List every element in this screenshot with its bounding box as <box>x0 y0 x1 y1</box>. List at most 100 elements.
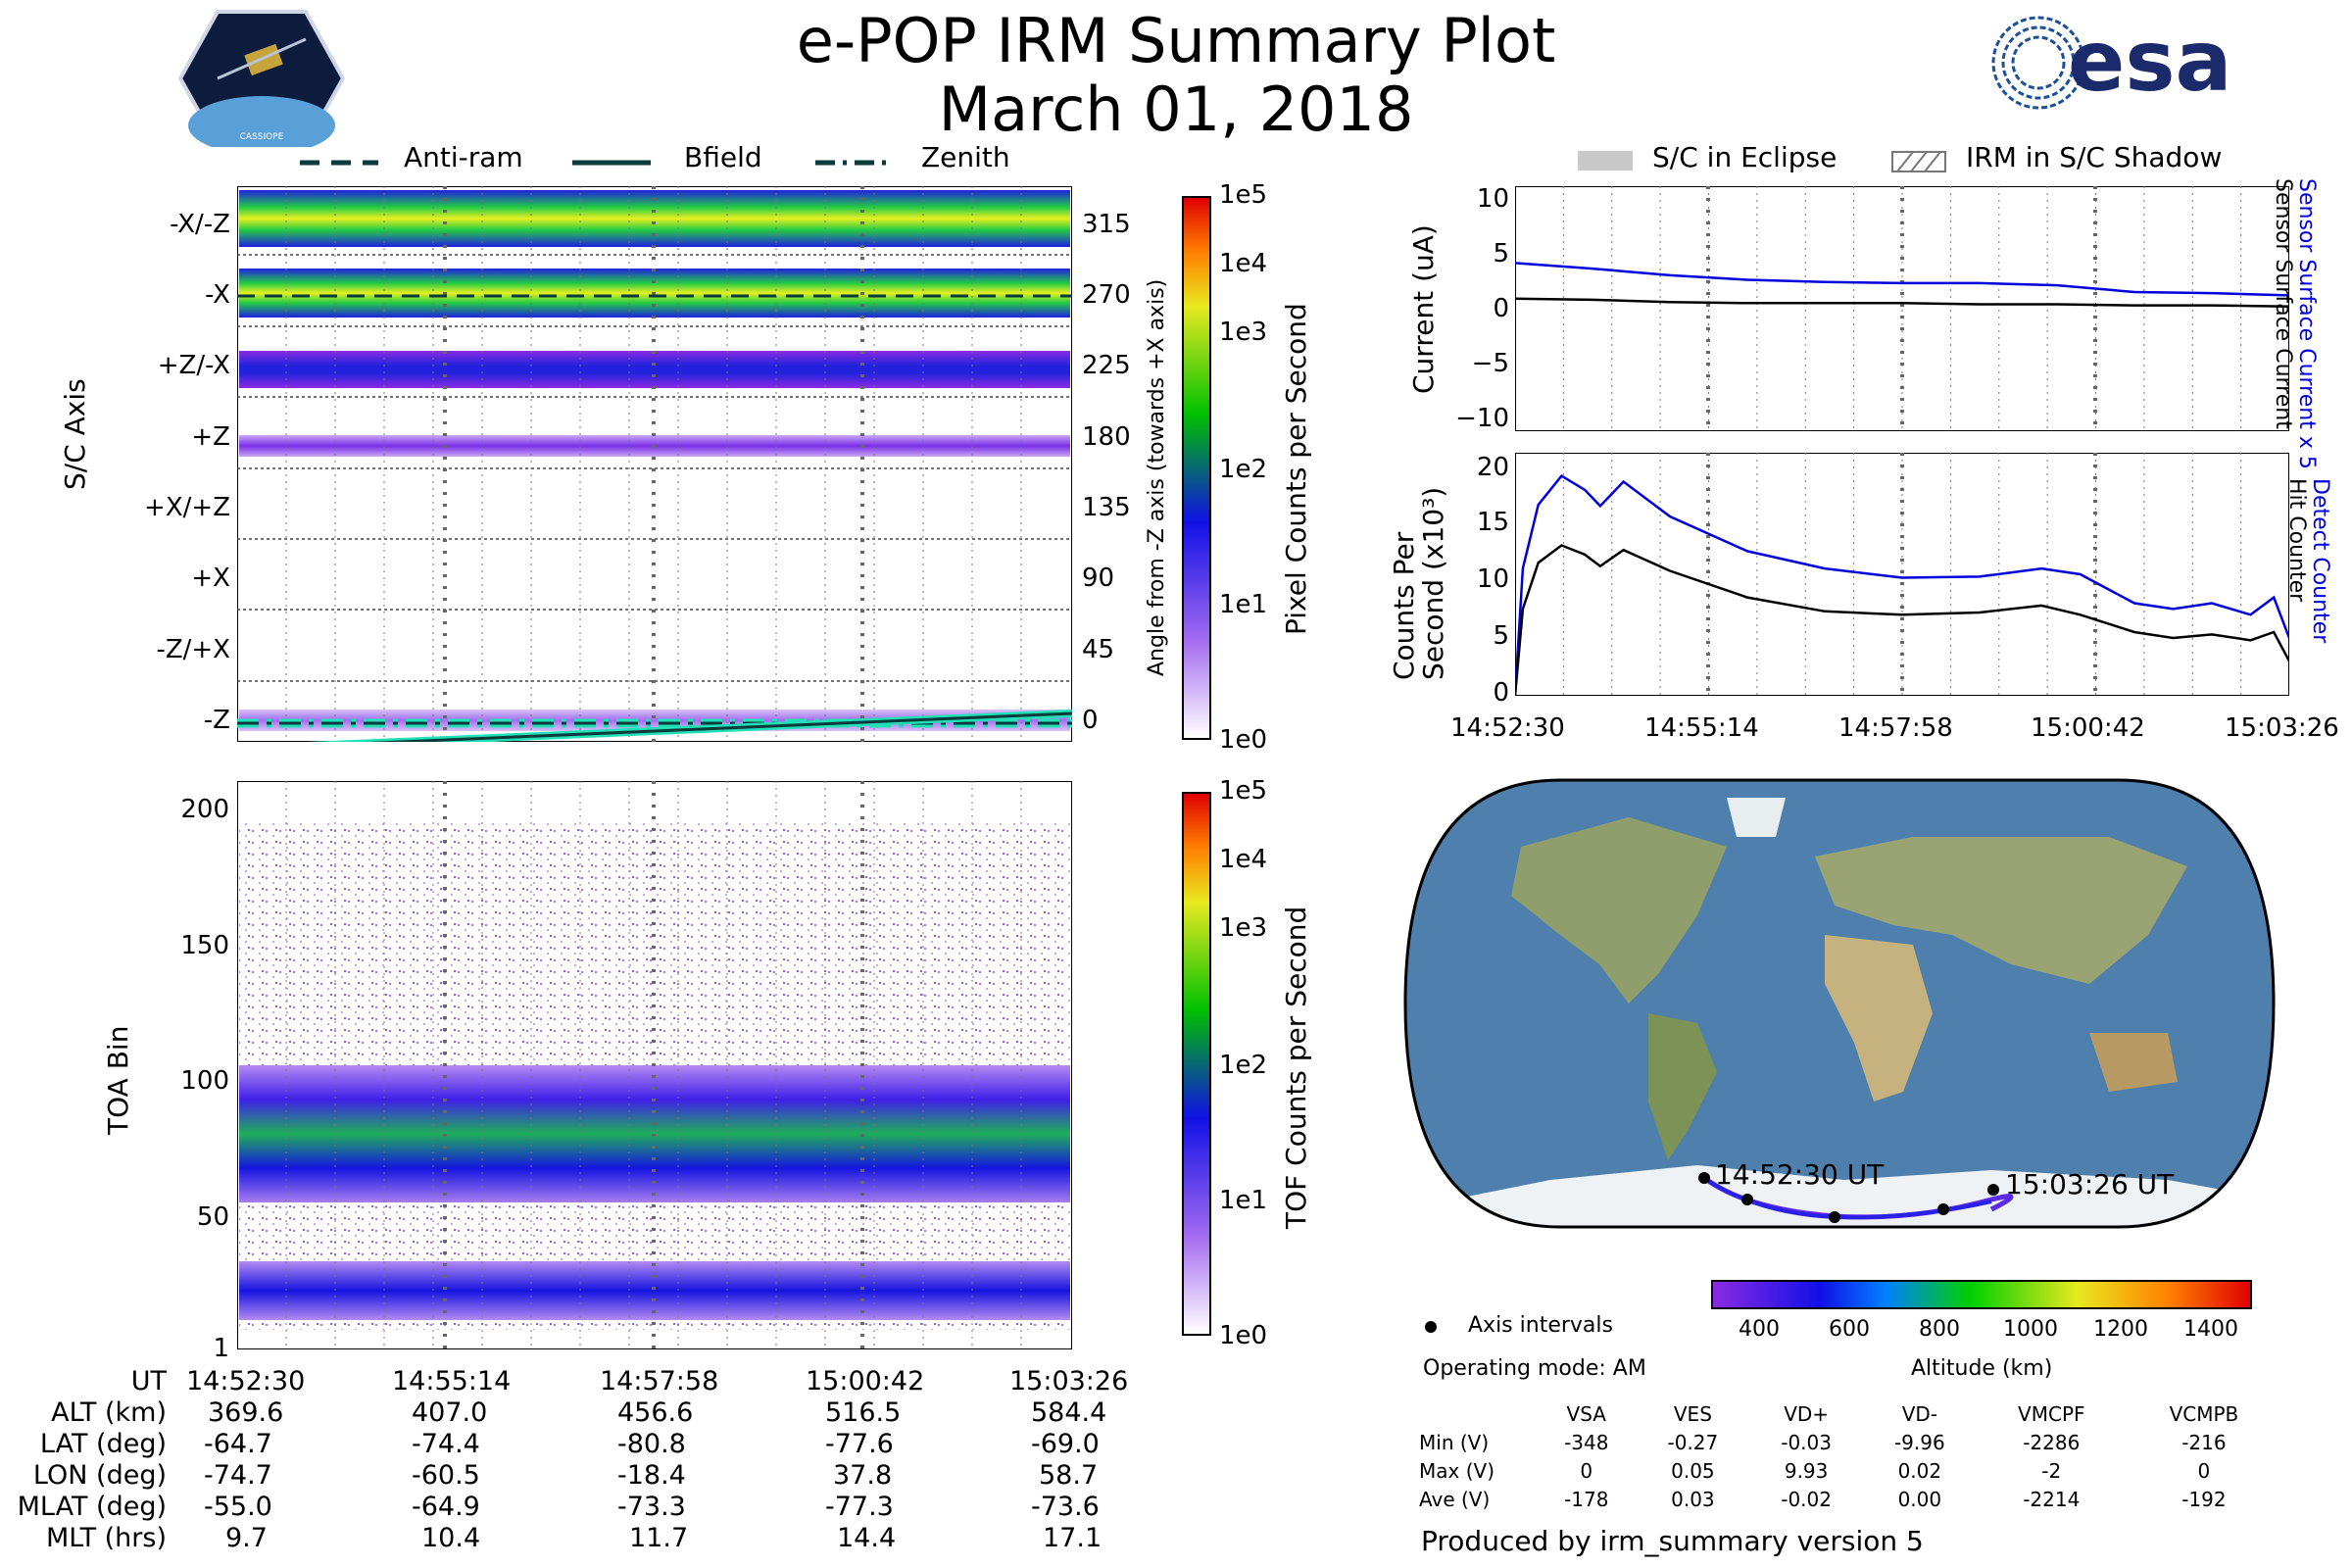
current-tick: −5 <box>1471 349 1509 378</box>
tof-colorbar-ticks: 1e5 1e4 1e3 1e2 1e1 1e0 <box>1219 776 1298 1350</box>
toa-tick-200: 200 <box>180 795 229 824</box>
counts-right-label-black: Hit Counter <box>2284 478 2309 603</box>
voltage-row: Ave (V) -178 0.03 -0.02 0.00 -2214 -192 <box>1419 1485 2281 1513</box>
ephemeris-row: UT 14:52:30 14:55:14 14:57:58 15:00:42 1… <box>0 1366 1156 1397</box>
ephemeris-value: 9.7 <box>225 1523 268 1553</box>
ephemeris-table: UT 14:52:30 14:55:14 14:57:58 15:00:42 1… <box>0 1366 1156 1562</box>
orbit-point <box>1741 1194 1753 1205</box>
current-y-ticks: 10 5 0 −5 −10 <box>1411 184 1509 441</box>
legend-eclipse: S/C in Eclipse <box>1652 141 1838 173</box>
legend-anti-ram: Anti-ram <box>404 141 523 173</box>
ephemeris-value: -80.8 <box>617 1429 686 1459</box>
voltage-cell: -0.27 <box>1667 1430 1719 1454</box>
altitude-tick: 800 <box>1919 1317 1960 1342</box>
altitude-colorbar <box>1711 1280 2252 1309</box>
altitude-label: Altitude (km) <box>1911 1356 2053 1381</box>
voltage-row-label: Ave (V) <box>1419 1487 1491 1511</box>
tick-pos-z-neg-x: +Z/-X <box>157 351 230 380</box>
counts-tick: 10 <box>1476 564 1509 594</box>
voltage-cell: -9.96 <box>1893 1430 1945 1454</box>
ephemeris-value: 10.4 <box>421 1523 481 1553</box>
altitude-ticks: 400 600 800 1000 1200 1400 <box>1711 1317 2260 1347</box>
current-right-label-black: Sensor Surface Current <box>2271 178 2295 429</box>
angle-ylabel: S/C Axis <box>59 378 91 490</box>
orbit-end-label: 15:03:26 UT <box>2005 1168 2175 1200</box>
x-tick: 15:03:26 <box>2225 713 2339 743</box>
tick-neg-z-pos-x: -Z/+X <box>156 635 230 664</box>
voltage-col-header: VMCPF <box>2018 1401 2085 1426</box>
ephemeris-value: -69.0 <box>1031 1429 1100 1459</box>
current-tick: 5 <box>1493 239 1509 269</box>
cbar-tick: 1e0 <box>1219 725 1268 755</box>
cbar-tick: 1e3 <box>1219 913 1268 943</box>
tof-colorbar <box>1182 792 1211 1336</box>
current-right-label-blue: Sensor Surface Current x 5 <box>2294 178 2319 469</box>
tick-135: 135 <box>1082 493 1131 522</box>
voltage-cell: -0.02 <box>1781 1487 1832 1511</box>
voltage-cell: 0.02 <box>1897 1458 1942 1483</box>
ephemeris-row: MLT (hrs) 9.7 10.4 11.7 14.4 17.1 <box>0 1523 1156 1554</box>
toa-spectrogram <box>236 780 1073 1350</box>
voltage-row-label: Min (V) <box>1419 1430 1490 1454</box>
legend-zenith: Zenith <box>921 141 1010 173</box>
angle-left-ticks: -X/-Z -X +Z/-X +Z +X/+Z +X -Z/+X -Z <box>127 186 230 742</box>
x-tick: 14:52:30 <box>1450 713 1565 743</box>
shadow-swatch <box>1891 151 1946 172</box>
voltage-cell: -2286 <box>2023 1430 2081 1454</box>
toa-tick-150: 150 <box>180 931 229 960</box>
pixel-colorbar <box>1182 196 1211 740</box>
voltage-cell: -2 <box>2041 1458 2062 1483</box>
voltage-header-row: VSA VES VD+ VD- VMCPF VCMPB <box>1419 1399 2281 1428</box>
tick-neg-x: -X <box>205 280 230 310</box>
ephemeris-value: 15:00:42 <box>806 1366 925 1396</box>
ephemeris-value: 11.7 <box>629 1523 689 1553</box>
voltage-row: Max (V) 0 0.05 9.93 0.02 -2 0 <box>1419 1456 2281 1485</box>
orbit-point <box>1987 1184 1999 1196</box>
altitude-tick: 1400 <box>2183 1317 2238 1342</box>
tof-colorbar-label: TOF Counts per Second <box>1280 906 1312 1229</box>
ephemeris-value: -74.4 <box>412 1429 480 1459</box>
voltage-cell: 9.93 <box>1784 1458 1829 1483</box>
ephemeris-value: 58.7 <box>1039 1460 1099 1491</box>
voltage-col-header: VSA <box>1566 1401 1606 1426</box>
ephemeris-label: MLAT (deg) <box>17 1492 167 1522</box>
x-tick: 14:55:14 <box>1644 713 1759 743</box>
voltage-cell: -192 <box>2181 1487 2227 1511</box>
axis-intervals-label: Axis intervals <box>1468 1313 1613 1338</box>
voltage-cell: -178 <box>1564 1487 1609 1511</box>
cbar-tick: 1e0 <box>1219 1321 1268 1350</box>
axis-intervals-dot <box>1425 1321 1437 1333</box>
ephemeris-row: MLAT (deg) -55.0 -64.9 -73.3 -77.3 -73.6 <box>0 1492 1156 1523</box>
ephemeris-value: 15:03:26 <box>1009 1366 1129 1396</box>
band-225 <box>239 351 1070 388</box>
voltage-col-header: VD+ <box>1784 1401 1830 1426</box>
ephemeris-value: 37.8 <box>833 1460 893 1491</box>
voltage-cell: 0.05 <box>1671 1458 1715 1483</box>
voltage-cell: -216 <box>2181 1430 2227 1454</box>
svg-text:esa: esa <box>2068 14 2232 111</box>
tick-neg-x-neg-z: -X/-Z <box>170 210 230 239</box>
esa-logo: esa <box>1989 13 2274 112</box>
ephemeris-value: 14.4 <box>837 1523 897 1553</box>
angle-spectrogram <box>236 185 1073 753</box>
toa-ylabel: TOA Bin <box>102 1025 134 1135</box>
current-series-x5 <box>1515 262 2289 297</box>
current-tick: 0 <box>1493 294 1509 323</box>
ephemeris-label: MLT (hrs) <box>45 1523 167 1553</box>
ephemeris-value: 369.6 <box>208 1397 284 1428</box>
ephemeris-value: -64.7 <box>204 1429 272 1459</box>
angle-y2label: Angle from -Z axis (towards +X axis) <box>1145 278 1169 676</box>
tick-180: 180 <box>1082 422 1131 452</box>
tick-90: 90 <box>1082 564 1115 593</box>
counts-tick: 20 <box>1476 453 1509 482</box>
ephemeris-label: LAT (deg) <box>39 1429 167 1459</box>
current-tick: −10 <box>1455 404 1509 433</box>
hit-counter-series <box>1515 544 2289 696</box>
svg-text:CASSIOPE: CASSIOPE <box>240 132 284 142</box>
counts-panel <box>1515 453 2289 696</box>
altitude-tick: 1000 <box>2003 1317 2058 1342</box>
voltage-cell: 0 <box>1580 1458 1593 1483</box>
counts-tick: 0 <box>1493 678 1509 708</box>
map-svg <box>1403 778 2276 1229</box>
angle-right-ticks: 315 270 225 180 135 90 45 0 <box>1082 186 1160 742</box>
